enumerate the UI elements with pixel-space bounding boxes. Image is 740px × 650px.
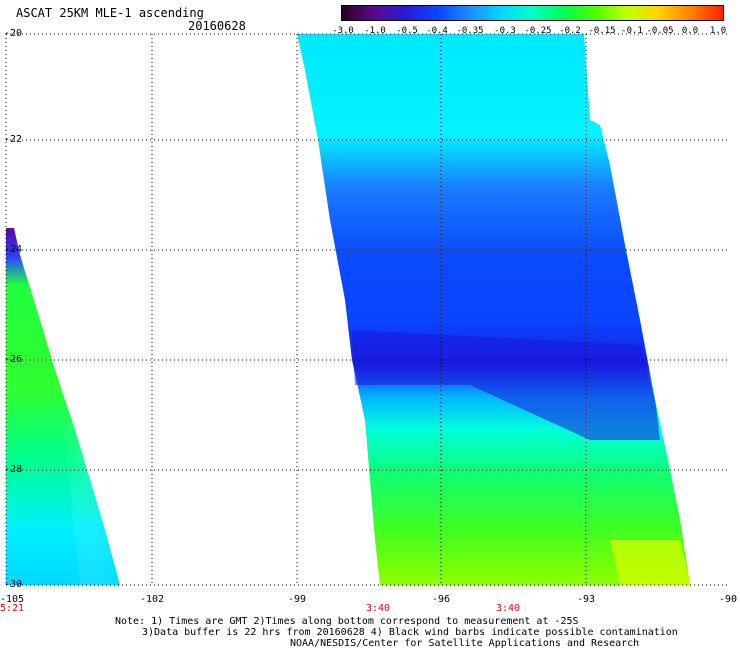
lon-label: -99 bbox=[287, 594, 307, 605]
swath-time: 5:21 bbox=[0, 603, 25, 614]
colorbar-label: -0.5 bbox=[396, 26, 418, 36]
colorbar-label: -1.0 bbox=[364, 26, 386, 36]
colorbar-label: -0.1 bbox=[621, 26, 643, 36]
lat-label: -20 bbox=[4, 28, 23, 39]
swath-east bbox=[297, 34, 690, 585]
colorbar-label: 1.0 bbox=[709, 26, 727, 36]
footnote-line-1: Note: 1) Times are GMT 2)Times along bot… bbox=[115, 616, 579, 627]
colorbar-label: -0.35 bbox=[456, 26, 484, 36]
lon-label: -105 bbox=[0, 594, 25, 605]
lat-label: -30 bbox=[4, 579, 23, 590]
swath-time: 3:40 bbox=[495, 603, 521, 614]
lon-label: -93 bbox=[576, 594, 596, 605]
swath-east-yellow-patch bbox=[610, 540, 690, 585]
colorbar bbox=[341, 5, 724, 21]
grid-lines bbox=[5, 34, 730, 585]
colorbar-label: -0.4 bbox=[426, 26, 448, 36]
swath-time: 3:40 bbox=[365, 603, 391, 614]
colorbar-label: -0.3 bbox=[494, 26, 516, 36]
lat-label: -22 bbox=[4, 134, 23, 145]
colorbar-labels: -3.0 -1.0 -0.5 -0.4 -0.35 -0.3 -0.25 -0.… bbox=[330, 26, 730, 38]
footnote-line-3: NOAA/NESDIS/Center for Satellite Applica… bbox=[290, 638, 640, 649]
colorbar-label: 0.0 bbox=[681, 26, 699, 36]
plot-frame bbox=[6, 33, 730, 586]
lat-label: -28 bbox=[4, 464, 23, 475]
colorbar-label: -0.2 bbox=[559, 26, 581, 36]
lat-label: -26 bbox=[4, 354, 23, 365]
lon-label: -90 bbox=[718, 594, 738, 605]
colorbar-label: -0.05 bbox=[646, 26, 674, 36]
lat-label: -24 bbox=[4, 244, 23, 255]
colorbar-label: -0.15 bbox=[588, 26, 616, 36]
swath-west-edge bbox=[60, 400, 120, 585]
plot-date: 20160628 bbox=[188, 19, 246, 33]
swath-east-dark-band bbox=[352, 330, 660, 440]
lon-label: -102 bbox=[139, 594, 165, 605]
colorbar-label: -3.0 bbox=[332, 26, 354, 36]
footnote-line-2: 3)Data buffer is 22 hrs from 20160628 4)… bbox=[142, 627, 678, 638]
plot-title: ASCAT 25KM MLE-1 ascending bbox=[16, 6, 204, 20]
colorbar-label: -0.25 bbox=[524, 26, 552, 36]
lon-label: -96 bbox=[431, 594, 451, 605]
